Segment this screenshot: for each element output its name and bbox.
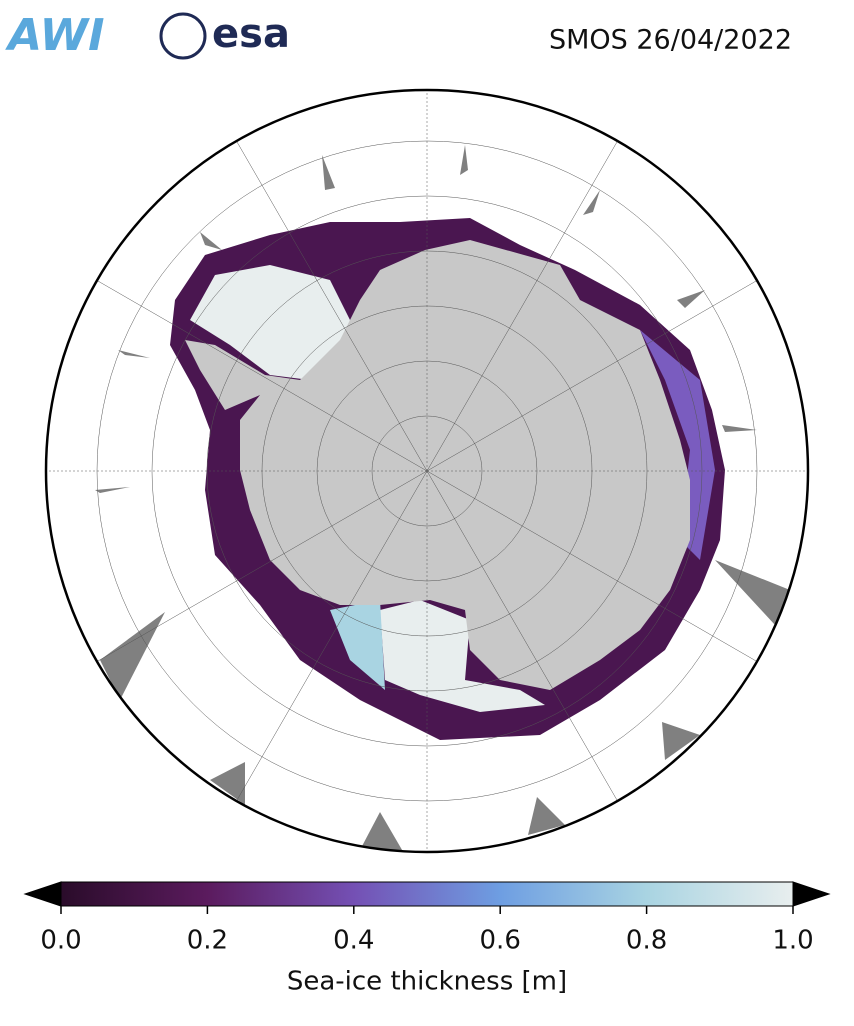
meridian — [226, 470, 428, 818]
meridian — [226, 124, 428, 472]
meridian — [426, 124, 628, 472]
missing-data — [95, 145, 790, 852]
meridian — [426, 270, 774, 472]
colorbar-tick-label: 0.2 — [187, 926, 228, 956]
meridian — [80, 270, 428, 472]
colorbar-label: Sea-ice thickness [m] — [287, 967, 567, 997]
colorbar-tick-label: 0.4 — [333, 926, 374, 956]
latitude-circle — [151, 195, 703, 747]
graticule — [46, 90, 808, 852]
meridian — [426, 470, 774, 672]
colorbar-tick-label: 1.0 — [772, 926, 813, 956]
esa-logo-mark — [159, 12, 207, 60]
esa-logo: esa — [212, 11, 290, 57]
colorbar-tick-label: 0.6 — [480, 926, 521, 956]
thick-ice — [190, 265, 350, 380]
colorbar-tick-label: 0.0 — [40, 926, 81, 956]
colorbar-extend-high — [792, 881, 831, 907]
latitude-circle — [371, 415, 483, 527]
awi-logo: AWI — [5, 10, 105, 61]
meridian — [80, 470, 428, 672]
colorbar-tick-label: 0.8 — [626, 926, 667, 956]
logos: AWI esa — [5, 10, 290, 61]
colorbar-extend-low — [23, 881, 62, 907]
map — [46, 90, 808, 852]
map-border — [44, 88, 810, 854]
map-title: SMOS 26/04/2022 — [549, 25, 792, 56]
colorbar: 0.0 0.2 0.4 0.6 0.8 1.0 — [23, 881, 831, 956]
colorbar-ramp — [60, 881, 794, 907]
meridian — [426, 470, 628, 818]
